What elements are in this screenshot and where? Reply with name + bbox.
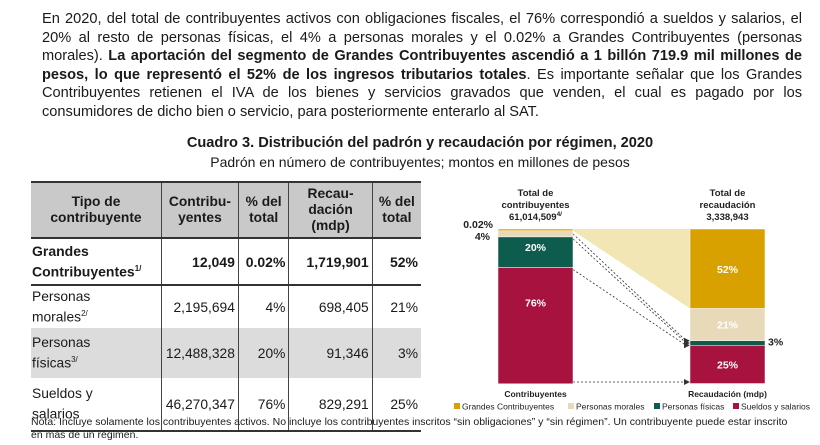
cell-pct: 0.02% (238, 238, 290, 286)
table-header-row: Tipo de contribuyente Contribu-yentes % d… (31, 182, 421, 238)
row-name: Personas morales2/ (31, 285, 162, 328)
bar-label: 25% (717, 359, 739, 371)
header-pct-total-rec: % del total (372, 182, 421, 238)
legend-swatch (568, 403, 574, 409)
legend-swatch (733, 403, 739, 409)
cell-pct-rec: 25% (372, 378, 421, 432)
bar-label: 76% (525, 298, 547, 310)
connector-line-3 (572, 269, 687, 346)
total-label-line1: Total de (710, 188, 746, 199)
bar-label: 4% (475, 231, 491, 243)
header-recaudacion: Recau-dación (mdp) (288, 182, 373, 238)
header-tipo: Tipo de contribuyente (31, 182, 162, 238)
cell-recaudacion: 91,346 (288, 328, 373, 378)
row-name: Sueldos y salarios (31, 378, 162, 432)
row-name: Personas físicas3/ (31, 328, 162, 378)
bar-segment-personas-f-sicas-2 (689, 340, 766, 346)
paragraph-text-1: En 2020, del total de contribuyentes act… (42, 11, 802, 65)
connector-line-2 (572, 238, 687, 344)
table-row: Personas físicas3/ 12,488,328 20% 91,346 … (31, 328, 421, 378)
legend-swatch (454, 403, 460, 409)
cell-pct: 4% (238, 285, 290, 328)
total-value: 61,014,5094/ (509, 211, 562, 223)
table-caption-subtitle: Padrón en número de contribuyentes; mont… (210, 154, 630, 170)
cell-pct: 20% (238, 328, 290, 378)
bar-segment-sueldos-y-salarios-2 (689, 345, 766, 384)
bar-segment-grandes-contribuyentes-1 (497, 228, 574, 232)
bar-segment-sueldos-y-salarios-1 (497, 267, 574, 385)
bar-label: 0.02% (463, 219, 493, 231)
total-label-line2: recaudación (700, 200, 756, 211)
legend-swatch (654, 403, 660, 409)
bar-label: 20% (525, 242, 547, 254)
bar-label: 3% (768, 337, 784, 349)
connector-line-1 (572, 233, 687, 341)
paragraph-text-2: . Es importante señalar que los Grandes … (42, 66, 802, 120)
cell-recaudacion: 698,405 (288, 285, 373, 328)
table-row: Sueldos y salarios 46,270,347 76% 829,291… (31, 378, 421, 432)
legend-label: Personas morales (576, 402, 645, 412)
total-label-line2: contribuyentes (501, 200, 569, 211)
legend-label: Grandes Contribuyentes (462, 402, 554, 412)
cell-contribuyentes: 12,488,328 (161, 328, 239, 378)
connector-arrow-4 (684, 379, 690, 385)
legend-label: Personas físicas (662, 402, 724, 412)
grandes-link-band (573, 229, 690, 309)
category-label: Contribuyentes (504, 389, 567, 399)
row-name: Grandes Contribuyentes1/ (31, 238, 162, 286)
cell-pct-rec: 52% (372, 238, 421, 286)
cell-contribuyentes: 12,049 (161, 238, 239, 286)
table-row: Personas morales2/ 2,195,694 4% 698,405 2… (31, 285, 421, 328)
cell-contribuyentes: 46,270,347 (161, 378, 239, 432)
cell-pct: 76% (238, 378, 290, 432)
bar-label: 21% (717, 320, 739, 332)
bar-segment-grandes-contribuyentes-2 (689, 228, 766, 309)
bar-segment-personas-morales-1 (497, 230, 574, 238)
cell-pct-rec: 3% (372, 328, 421, 378)
distribution-chart: 20%76%0.02%4%52%21%3%25%Total decontribu… (454, 188, 810, 412)
total-value: 3,338,943 (706, 212, 748, 223)
table-row: Grandes Contribuyentes1/ 12,049 0.02% 1,7… (31, 238, 421, 286)
table-caption-title: Cuadro 3. Distribución del padrón y reca… (186, 135, 654, 151)
bar-label: 52% (717, 264, 739, 276)
connector-arrow-3 (684, 342, 690, 349)
cell-contribuyentes: 2,195,694 (161, 285, 239, 328)
category-label: Recaudación (mdp) (688, 389, 767, 399)
bar-segment-personas-f-sicas-1 (497, 236, 574, 268)
total-label-line1: Total de (518, 188, 554, 199)
header-pct-total: % del total (238, 182, 290, 238)
table-note: Nota: Incluye solamente los contribuyent… (31, 416, 788, 441)
cell-recaudacion: 829,291 (288, 378, 373, 432)
cell-recaudacion: 1,719,901 (288, 238, 373, 286)
paragraph-bold: La aportación del segmento de Grandes Co… (42, 48, 803, 83)
intro-paragraph: En 2020, del total de contribuyentes act… (42, 10, 802, 122)
header-contribuyentes: Contribu-yentes (161, 182, 239, 238)
legend-label: Sueldos y salarios (741, 402, 810, 412)
cell-pct-rec: 21% (390, 299, 418, 315)
distribution-table: Tipo de contribuyente Contribu-yentes % d… (31, 181, 421, 432)
